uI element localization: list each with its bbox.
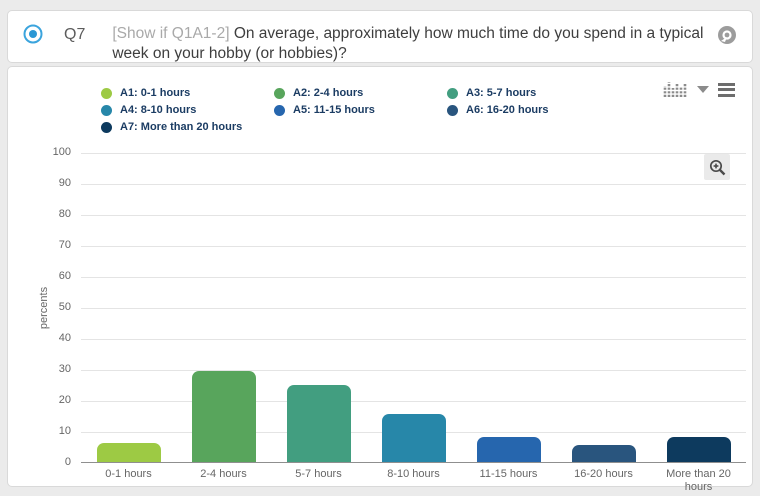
legend-item[interactable]: A3: 5-7 hours: [447, 86, 620, 100]
gridline: [81, 370, 746, 371]
bar[interactable]: [191, 370, 256, 462]
chart-card: A1: 0-1 hours A2: 2-4 hours A3: 5-7 hours A…: [7, 66, 753, 493]
y-tick-label: 10: [58, 425, 71, 437]
bar[interactable]: [96, 443, 161, 462]
legend-label: A7: More than 20 hours: [120, 121, 243, 133]
x-tick-label: 2-4 hours: [200, 468, 247, 480]
legend-label: A6: 16-20 hours: [466, 104, 549, 116]
legend-label: A1: 0-1 hours: [120, 87, 191, 99]
legend-label: A5: 11-15 hours: [293, 104, 375, 116]
y-tick-label: 40: [58, 332, 71, 344]
x-tick-label: 8-10 hours: [387, 468, 440, 480]
legend-dot-icon: [101, 104, 112, 116]
bar[interactable]: [571, 444, 636, 462]
gridline: [81, 339, 746, 340]
bar[interactable]: [286, 384, 351, 462]
y-tick-label: 100: [52, 146, 71, 158]
legend-dot-icon: [274, 104, 285, 116]
chevron-down-icon[interactable]: [697, 86, 709, 93]
comment-bubble-icon[interactable]: [716, 24, 738, 46]
legend-item[interactable]: A2: 2-4 hours: [274, 86, 447, 100]
legend-dot-icon: [101, 87, 112, 99]
menu-icon[interactable]: [718, 82, 735, 97]
question-text-body: On average, approximately how much time …: [112, 25, 704, 62]
legend: A1: 0-1 hours A2: 2-4 hours A3: 5-7 hours A…: [101, 86, 620, 134]
plot-area: [81, 153, 746, 463]
legend-dot-icon: [101, 121, 112, 133]
x-tick-label: More than 20 hours: [666, 468, 731, 493]
legend-item[interactable]: A7: More than 20 hours: [101, 120, 274, 134]
legend-dot-icon: [274, 87, 285, 99]
gridline: [81, 277, 746, 278]
bar[interactable]: [666, 437, 731, 462]
x-tick-label: 11-15 hours: [479, 468, 538, 480]
gridline: [81, 401, 746, 402]
column-chart-icon[interactable]: [663, 82, 688, 97]
y-tick-label: 90: [58, 177, 71, 189]
y-tick-label: 30: [58, 363, 71, 375]
legend-label: A3: 5-7 hours: [466, 87, 537, 99]
legend-item[interactable]: A5: 11-15 hours: [274, 103, 447, 117]
chart-toolbar: [663, 82, 735, 97]
bar[interactable]: [381, 413, 446, 462]
question-text: [Show if Q1A1-2] On average, approximate…: [112, 24, 712, 64]
y-tick-label: 70: [58, 239, 71, 251]
x-tick-label: 5-7 hours: [295, 468, 342, 480]
legend-item[interactable]: A6: 16-20 hours: [447, 103, 620, 117]
radio-selected-icon[interactable]: [23, 24, 43, 44]
y-tick-label: 60: [58, 270, 71, 282]
x-tick-label: 0-1 hours: [105, 468, 152, 480]
legend-item[interactable]: A1: 0-1 hours: [101, 86, 274, 100]
gridline: [81, 215, 746, 216]
question-header-card: Q7 [Show if Q1A1-2] On average, approxim…: [7, 10, 753, 63]
question-id: Q7: [64, 26, 86, 43]
question-condition-tag: [Show if Q1A1-2]: [112, 25, 230, 42]
gridline: [81, 308, 746, 309]
y-tick-label: 20: [58, 394, 71, 406]
legend-dot-icon: [447, 87, 458, 99]
y-tick-label: 80: [58, 208, 71, 220]
zoom-in-button[interactable]: [704, 154, 730, 180]
x-tick-label: 16-20 hours: [574, 468, 633, 480]
gridline: [81, 184, 746, 185]
legend-label: A4: 8-10 hours: [120, 104, 197, 116]
legend-dot-icon: [447, 104, 458, 116]
bar[interactable]: [476, 437, 541, 462]
gridline: [81, 153, 746, 154]
legend-item[interactable]: A4: 8-10 hours: [101, 103, 274, 117]
gridline: [81, 246, 746, 247]
y-tick-label: 50: [58, 301, 71, 313]
zoom-in-magnifier-icon: [709, 159, 725, 175]
legend-label: A2: 2-4 hours: [293, 87, 364, 99]
y-tick-label: 0: [64, 456, 71, 468]
